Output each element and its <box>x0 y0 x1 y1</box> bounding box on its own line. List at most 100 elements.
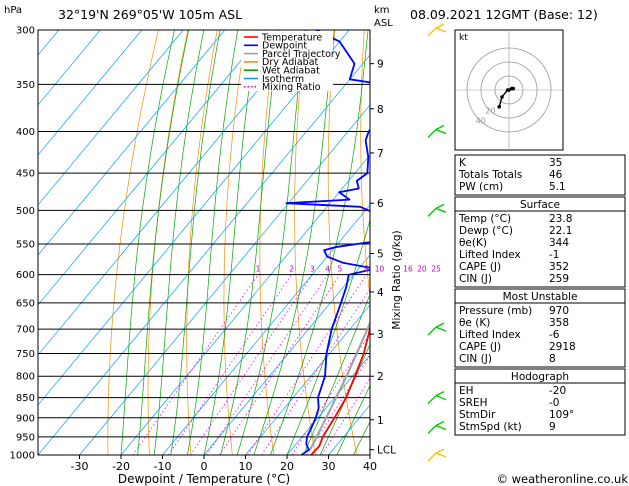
pressure-tick-label: 450 <box>16 169 35 180</box>
wind-barb-shaft <box>427 395 437 405</box>
mixing-ratio-line <box>206 274 329 455</box>
mixing-ratio-line <box>291 332 370 455</box>
mixing-ratio-line <box>247 274 367 455</box>
table-cell-label: CAPE (J) <box>459 341 501 353</box>
legend-label: Parcel Trajectory <box>262 49 341 60</box>
isotherm-line <box>286 354 370 455</box>
wind-barb-flag <box>435 322 445 328</box>
table-cell-label: Temp (°C) <box>458 213 511 225</box>
table-cell-label: CAPE (J) <box>459 261 501 273</box>
isotherm-line <box>203 254 370 455</box>
table-cell-label: PW (cm) <box>459 181 503 193</box>
height-tick-label: 4 <box>377 287 384 299</box>
mixing-ratio-label: 4 <box>325 265 330 274</box>
pressure-tick-label: 800 <box>16 372 35 383</box>
table-cell-value: 2918 <box>549 341 576 353</box>
height-tick-label: 2 <box>377 371 384 383</box>
temp-tick-label: 30 <box>322 460 336 473</box>
wet-adiabat-line <box>336 384 370 455</box>
pressure-tick-label: 500 <box>16 206 35 217</box>
mixing-ratio-label: 8 <box>364 265 369 274</box>
isotherm-line <box>38 54 370 455</box>
hodograph-point <box>497 105 502 109</box>
wind-barb-flag <box>435 448 445 454</box>
hodograph-point <box>511 86 515 91</box>
isotherm-line <box>38 30 226 256</box>
x-axis-title: Dewpoint / Temperature (°C) <box>118 472 290 486</box>
mixing-ratio-label: 25 <box>431 265 441 274</box>
table-cell-value: -1 <box>549 249 559 261</box>
pressure-tick-label: 850 <box>16 393 35 404</box>
isotherm-line <box>120 154 370 455</box>
legend-label: Mixing Ratio <box>262 82 321 93</box>
temperature-series <box>310 324 370 455</box>
wind-barb-flag <box>435 394 447 401</box>
table-cell-value: -6 <box>549 329 560 341</box>
table-cell-value: 8 <box>549 353 556 365</box>
table-cell-label: StmDir <box>459 409 496 421</box>
pressure-tick-label: 950 <box>16 432 35 443</box>
table-cell-label: K <box>459 157 467 169</box>
hodograph-point <box>505 88 510 92</box>
skewt-frame <box>37 29 371 456</box>
wet-adiabat-line <box>319 343 370 455</box>
table-cell-value: 22.1 <box>549 225 572 237</box>
mixing-ratio-label: 3 <box>310 265 315 274</box>
most-unstable-header: Most Unstable <box>503 291 578 303</box>
wind-barb-flag <box>435 203 445 209</box>
hodograph-stats-header: Hodograph <box>511 371 569 383</box>
isotherm-line <box>245 304 370 455</box>
mixing-ratio-label: 2 <box>289 265 294 274</box>
table-cell-label: Totals Totals <box>458 169 522 181</box>
isotherm-line <box>79 104 370 455</box>
legend-label: Temperature <box>261 32 322 43</box>
table-cell-label: Lifted Index <box>459 329 521 341</box>
pressure-tick-label: 550 <box>16 239 35 250</box>
wind-barb-flag <box>435 391 445 397</box>
hodograph-ring-label: 40 <box>476 116 486 125</box>
table-cell-label: θe (K) <box>459 317 490 329</box>
pressure-tick-label: 700 <box>16 325 35 336</box>
table-cell-value: -20 <box>549 385 566 397</box>
wind-barb-flag <box>435 27 447 33</box>
isotherm-line <box>38 30 184 206</box>
table-cell-value: 109° <box>549 409 574 421</box>
wind-barb-flag <box>435 452 447 458</box>
height-tick-label: 9 <box>377 59 384 71</box>
mixing-ratio-line <box>321 377 370 455</box>
temp-tick-label: 0 <box>201 460 208 473</box>
table-cell-value: 352 <box>549 261 569 273</box>
dewpoint-series <box>285 30 370 455</box>
mixing-ratio-label: 1 <box>256 265 261 274</box>
surface-table <box>454 196 626 288</box>
legend-label: Dry Adiabat <box>262 57 319 68</box>
table-cell-value: 970 <box>549 305 569 317</box>
table-cell-label: EH <box>459 385 474 397</box>
legend-label: Wet Adiabat <box>262 66 320 77</box>
table-cell-label: StmSpd (kt) <box>459 421 522 433</box>
table-cell-value: 5.1 <box>549 181 566 193</box>
height-tick-label: 7 <box>377 148 384 160</box>
legend-label: Isotherm <box>262 74 304 85</box>
wind-barb-flag <box>435 326 447 332</box>
isotherm-line <box>38 30 101 106</box>
table-cell-value: 358 <box>549 317 569 329</box>
wind-barb-flag <box>435 207 447 213</box>
temp-tick-label: 40 <box>363 460 377 473</box>
pressure-tick-label: 750 <box>16 349 35 360</box>
table-cell-label: CIN (J) <box>459 273 492 285</box>
temp-tick-label: 20 <box>280 460 294 473</box>
isotherm-line <box>38 30 309 356</box>
table-cell-value: -0 <box>549 397 559 409</box>
hodograph-stats-table <box>454 368 626 436</box>
legend-label: Dewpoint <box>262 41 307 52</box>
height-tick-label: 5 <box>377 248 384 260</box>
table-cell-value: 35 <box>549 157 562 169</box>
mixing-ratio-label: 20 <box>417 265 427 274</box>
height-tick-label: 1 <box>377 415 384 427</box>
hodograph-ring-label: 20 <box>485 107 495 116</box>
pressure-tick-label: 400 <box>16 127 35 138</box>
surface-header: Surface <box>520 199 560 211</box>
height-tick-label: LCL <box>377 445 396 457</box>
table-cell-label: Lifted Index <box>459 249 521 261</box>
